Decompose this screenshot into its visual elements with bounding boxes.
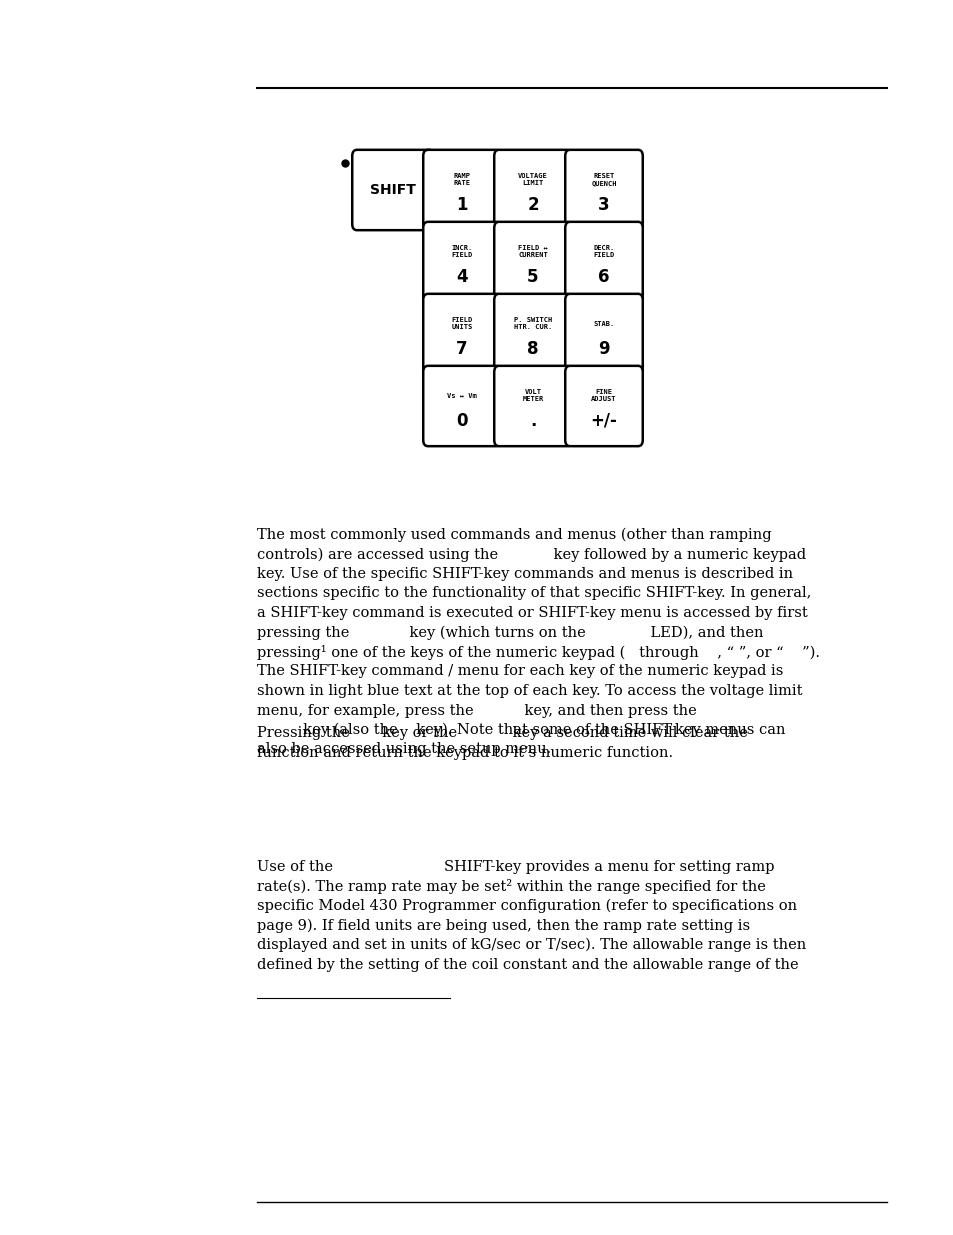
Text: 1: 1: [456, 196, 467, 214]
FancyBboxPatch shape: [423, 149, 500, 230]
Text: RESET
QUENCH: RESET QUENCH: [591, 173, 616, 186]
Text: page 9). If field units are being used, then the ramp rate setting is: page 9). If field units are being used, …: [256, 919, 749, 932]
Text: pressing¹ one of the keys of the numeric keypad (   through    , “ ”, or “    ”): pressing¹ one of the keys of the numeric…: [256, 645, 820, 659]
FancyBboxPatch shape: [564, 294, 642, 374]
FancyBboxPatch shape: [352, 149, 434, 230]
Text: 8: 8: [527, 340, 538, 358]
Text: DECR.
FIELD: DECR. FIELD: [593, 246, 614, 258]
Text: 0: 0: [456, 412, 467, 430]
Text: .: .: [529, 412, 536, 430]
Text: RAMP
RATE: RAMP RATE: [453, 173, 470, 186]
Text: +/-: +/-: [590, 412, 617, 430]
Text: specific Model 430 Programmer configuration (refer to specifications on: specific Model 430 Programmer configurat…: [256, 899, 797, 914]
FancyBboxPatch shape: [564, 366, 642, 446]
Text: STAB.: STAB.: [593, 321, 614, 327]
Text: function and return the keypad to it’s numeric function.: function and return the keypad to it’s n…: [256, 746, 673, 760]
FancyBboxPatch shape: [423, 294, 500, 374]
Text: VOLTAGE
LIMIT: VOLTAGE LIMIT: [517, 173, 547, 186]
Text: INCR.
FIELD: INCR. FIELD: [451, 246, 472, 258]
Text: sections specific to the functionality of that specific SHIFT-key. In general,: sections specific to the functionality o…: [256, 587, 810, 600]
FancyBboxPatch shape: [494, 366, 571, 446]
Text: shown in light blue text at the top of each key. To access the voltage limit: shown in light blue text at the top of e…: [256, 684, 801, 698]
Text: FIELD ↔
CURRENT: FIELD ↔ CURRENT: [517, 246, 547, 258]
Text: menu, for example, press the           key, and then press the: menu, for example, press the key, and th…: [256, 704, 696, 718]
Text: rate(s). The ramp rate may be set² within the range specified for the: rate(s). The ramp rate may be set² withi…: [256, 879, 765, 894]
Text: key (also the    key). Note that some of the SHIFT-key menus can: key (also the key). Note that some of th…: [256, 722, 784, 737]
FancyBboxPatch shape: [494, 294, 571, 374]
Text: 7: 7: [456, 340, 467, 358]
FancyBboxPatch shape: [564, 149, 642, 230]
Text: defined by the setting of the coil constant and the allowable range of the: defined by the setting of the coil const…: [256, 957, 798, 972]
Text: 3: 3: [598, 196, 609, 214]
Text: pressing the             key (which turns on the              LED), and then: pressing the key (which turns on the LED…: [256, 625, 762, 640]
Text: FIELD
UNITS: FIELD UNITS: [451, 317, 472, 330]
FancyBboxPatch shape: [494, 149, 571, 230]
Text: also be accessed using the setup menu.: also be accessed using the setup menu.: [256, 742, 551, 757]
Text: 9: 9: [598, 340, 609, 358]
Text: FINE
ADJUST: FINE ADJUST: [591, 389, 616, 403]
Text: The SHIFT-key command / menu for each key of the numeric keypad is: The SHIFT-key command / menu for each ke…: [256, 664, 782, 678]
Text: 4: 4: [456, 268, 467, 287]
FancyBboxPatch shape: [423, 366, 500, 446]
Text: displayed and set in units of kG/sec or T/sec). The allowable range is then: displayed and set in units of kG/sec or …: [256, 939, 805, 952]
Text: Pressing the       key or the            key a second time will clear the: Pressing the key or the key a second tim…: [256, 726, 747, 740]
Text: The most commonly used commands and menus (other than ramping: The most commonly used commands and menu…: [256, 529, 771, 542]
FancyBboxPatch shape: [564, 222, 642, 303]
Text: key. Use of the specific SHIFT-key commands and menus is described in: key. Use of the specific SHIFT-key comma…: [256, 567, 792, 580]
Text: 5: 5: [527, 268, 538, 287]
Text: P. SWITCH
HTR. CUR.: P. SWITCH HTR. CUR.: [514, 317, 552, 330]
FancyBboxPatch shape: [494, 222, 571, 303]
Text: Vs ↔ Vm: Vs ↔ Vm: [447, 393, 476, 399]
Text: a SHIFT-key command is executed or SHIFT-key menu is accessed by first: a SHIFT-key command is executed or SHIFT…: [256, 606, 807, 620]
Text: 6: 6: [598, 268, 609, 287]
Text: SHIFT: SHIFT: [370, 183, 416, 198]
Text: 2: 2: [527, 196, 538, 214]
FancyBboxPatch shape: [423, 222, 500, 303]
Text: VOLT
METER: VOLT METER: [522, 389, 543, 403]
Text: controls) are accessed using the            key followed by a numeric keypad: controls) are accessed using the key fol…: [256, 547, 805, 562]
Text: Use of the                        SHIFT-key provides a menu for setting ramp: Use of the SHIFT-key provides a menu for…: [256, 860, 774, 874]
